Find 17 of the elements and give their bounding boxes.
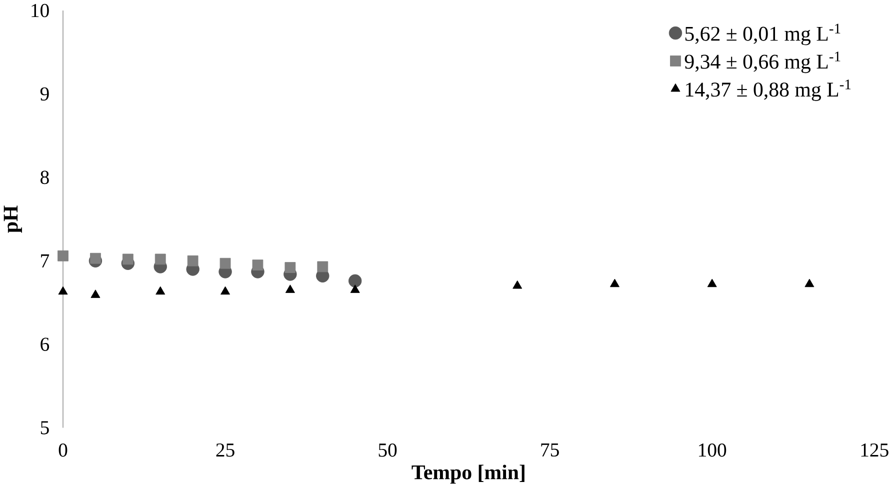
y-tick-label: 9	[40, 87, 49, 100]
y-tick-label: 6	[40, 337, 50, 351]
y-tick-label: 10	[32, 4, 49, 17]
legend-label: 14,37 ± 0,88 mg L$^{-1}$	[686, 79, 851, 101]
x-tick-label: 0	[58, 443, 68, 457]
legend-label: 9,34 ± 0,66 mg L$^{-1}$	[684, 51, 840, 73]
x-tick-label: 100	[699, 443, 726, 457]
x-tick-label: 75	[541, 443, 559, 456]
y-axis-title: pH	[4, 205, 22, 233]
y-tick-label: 7	[41, 254, 50, 268]
x-axis-title: Tempo [min]	[412, 464, 524, 484]
x-tick-label: 50	[378, 443, 397, 457]
y-tick-label: 5	[40, 420, 49, 434]
y-tick-label: 8	[40, 170, 49, 184]
x-tick-label: 125	[861, 443, 888, 456]
legend-label: 5,62 ± 0,01 mg L$^{-1}$	[685, 24, 840, 45]
x-tick-label: 25	[216, 443, 234, 456]
